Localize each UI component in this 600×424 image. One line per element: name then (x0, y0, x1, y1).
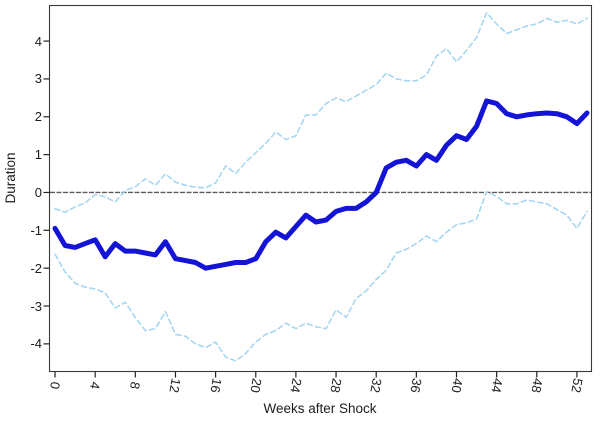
x-tick-label: 24 (287, 377, 305, 394)
x-tick-label: 52 (568, 377, 586, 394)
y-tick-label: -1 (30, 222, 42, 238)
x-tick-label: 44 (487, 377, 506, 394)
y-tick-label: 4 (34, 33, 42, 49)
x-tick-label: 20 (247, 377, 265, 394)
y-tick-label: -2 (30, 260, 42, 276)
x-tick-label: 28 (327, 377, 345, 394)
upper-confidence-band-line (54, 11, 588, 213)
x-tick-label: 36 (407, 377, 425, 394)
x-tick-label: 12 (166, 377, 185, 394)
y-tick-label: -4 (30, 336, 42, 352)
x-tick-label: 40 (447, 377, 466, 394)
lower-confidence-band-line (54, 190, 588, 362)
y-tick-label: -3 (30, 298, 42, 314)
y-tick-label: 3 (34, 71, 42, 87)
y-tick-label: 1 (34, 147, 42, 163)
x-axis-title: Weeks after Shock (263, 401, 377, 416)
x-tick-label: 32 (367, 377, 385, 394)
y-tick-label: 2 (34, 109, 42, 125)
plot-border (48, 4, 593, 373)
x-tick-label: 48 (528, 377, 546, 394)
x-tick-label: 16 (206, 377, 225, 394)
y-tick-label: 0 (34, 184, 42, 200)
point-estimate-line (52, 98, 590, 271)
